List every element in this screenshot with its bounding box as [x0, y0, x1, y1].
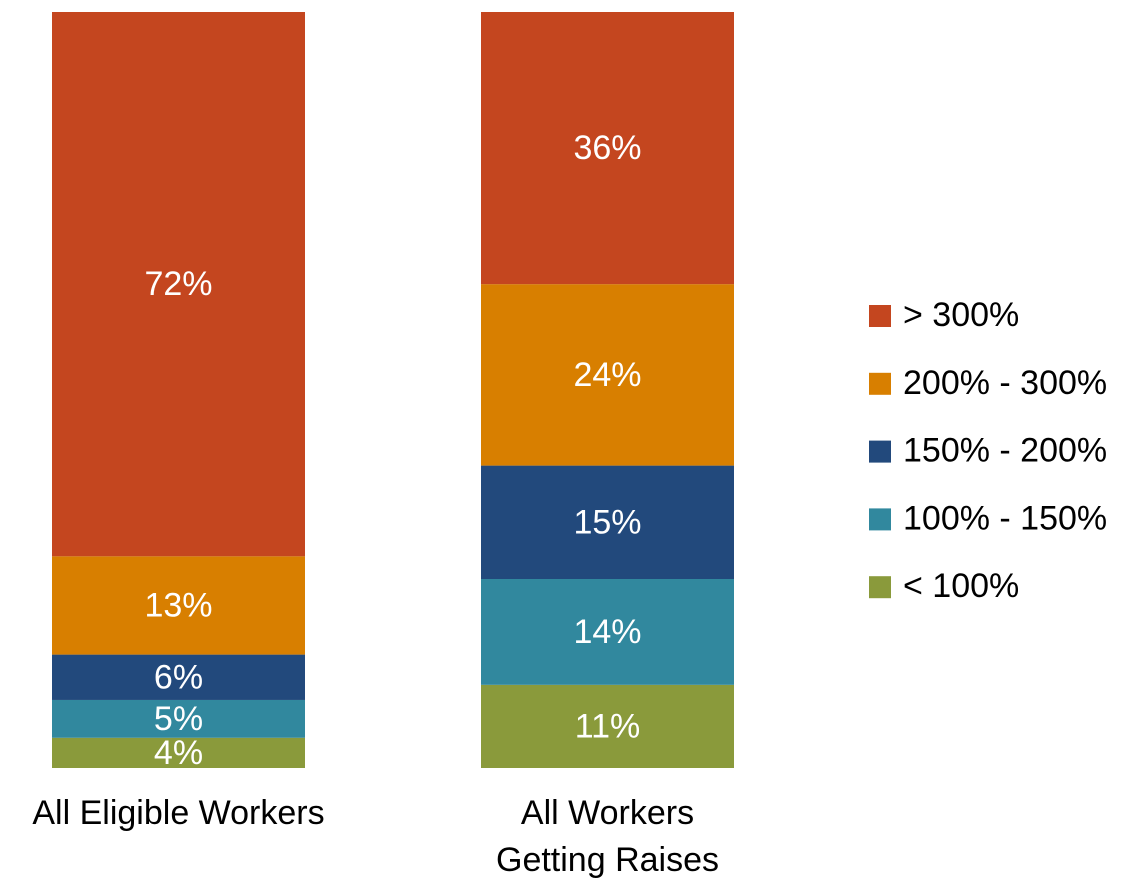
- legend-swatch: [869, 576, 891, 599]
- legend-swatch: [869, 305, 891, 327]
- bar-segment: [52, 654, 305, 700]
- legend-label: > 300%: [903, 296, 1019, 334]
- x-tick-label: All Workers Getting Raises: [496, 794, 719, 879]
- bar-segment: [481, 579, 734, 685]
- legend-swatch: [869, 372, 891, 395]
- bar-segment: [52, 737, 305, 768]
- data-label: 13%: [144, 586, 212, 624]
- data-label: 24%: [573, 356, 641, 394]
- data-label: 5%: [154, 700, 203, 738]
- bar-segment: [481, 465, 734, 579]
- data-label: 15%: [573, 503, 641, 541]
- legend-label: 100% - 150%: [903, 499, 1107, 537]
- data-label: 14%: [573, 613, 641, 651]
- bar-segment: [481, 12, 734, 285]
- data-label: 4%: [154, 734, 203, 772]
- data-label: 36%: [573, 129, 641, 167]
- legend-label: < 100%: [903, 567, 1019, 605]
- legend-label: 150% - 200%: [903, 432, 1107, 470]
- bar-segment: [481, 684, 734, 768]
- legend-swatch: [869, 440, 891, 463]
- data-label: 72%: [144, 265, 212, 303]
- data-label: 11%: [575, 707, 641, 745]
- legend-swatch: [869, 508, 891, 531]
- data-label: 6%: [154, 658, 203, 696]
- legend-label: 200% - 300%: [903, 364, 1107, 402]
- bar-segment: [52, 12, 305, 557]
- x-tick-label: All Eligible Workers: [32, 794, 325, 832]
- bar-segment: [52, 699, 305, 738]
- bar-segment: [52, 556, 305, 655]
- bar-segment: [481, 284, 734, 466]
